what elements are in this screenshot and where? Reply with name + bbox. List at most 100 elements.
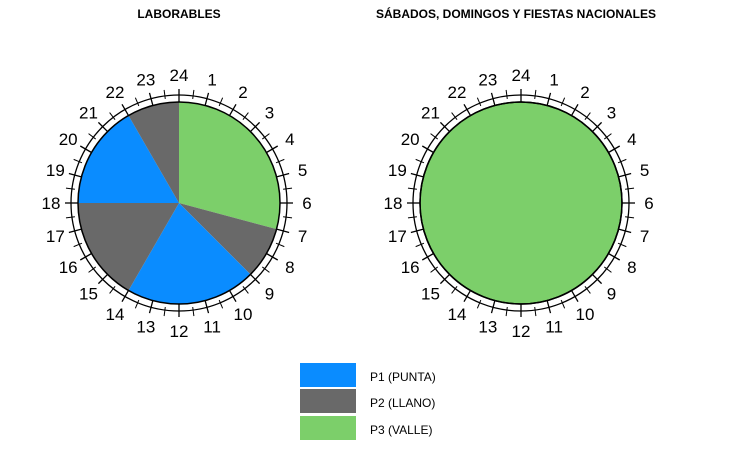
- hour-label-festivos-12: 12: [512, 322, 531, 341]
- hour-tick-laborables-30: [97, 273, 109, 285]
- half-hour-tick-festivos-27: [476, 299, 482, 309]
- hour-label-laborables-22: 22: [106, 83, 125, 102]
- half-hour-tick-laborables-21: [218, 299, 224, 309]
- half-hour-tick-festivos-17: [603, 266, 612, 273]
- hour-tick-festivos-16: [608, 252, 621, 261]
- hour-label-festivos-17: 17: [388, 227, 407, 246]
- hour-label-laborables-4: 4: [285, 130, 294, 149]
- half-hour-tick-laborables-47: [163, 89, 166, 99]
- hour-tick-festivos-42: [439, 121, 451, 133]
- half-hour-tick-festivos-1: [534, 89, 537, 99]
- half-hour-tick-festivos-21: [560, 299, 566, 309]
- hour-tick-laborables-34: [68, 228, 82, 234]
- half-hour-tick-festivos-13: [625, 216, 635, 219]
- hour-tick-laborables-18: [249, 273, 261, 285]
- half-hour-tick-laborables-31: [88, 266, 97, 273]
- hour-label-festivos-16: 16: [401, 258, 420, 277]
- hour-label-laborables-18: 18: [42, 194, 61, 213]
- hour-label-laborables-12: 12: [170, 322, 189, 341]
- half-hour-tick-laborables-39: [73, 158, 83, 164]
- hour-label-laborables-14: 14: [106, 305, 125, 324]
- pie-slice-festivos-p3-0-24: [419, 101, 623, 305]
- hour-label-festivos-8: 8: [627, 258, 636, 277]
- half-hour-tick-festivos-31: [430, 266, 439, 273]
- half-hour-tick-festivos-15: [617, 242, 627, 248]
- hour-label-laborables-7: 7: [298, 227, 307, 246]
- half-hour-tick-festivos-33: [415, 242, 425, 248]
- hour-tick-festivos-22: [546, 300, 552, 314]
- half-hour-tick-festivos-5: [584, 112, 591, 121]
- hour-label-festivos-18: 18: [384, 194, 403, 213]
- hour-tick-festivos-32: [421, 252, 434, 261]
- pie-slice-laborables-p2-7-9: [179, 203, 277, 275]
- legend-swatch-p1: [300, 363, 356, 387]
- hour-label-laborables-23: 23: [136, 70, 155, 89]
- hour-label-laborables-19: 19: [46, 161, 65, 180]
- legend-item-p3: P3 (VALLE): [300, 416, 432, 440]
- hour-label-festivos-11: 11: [545, 318, 563, 337]
- hour-label-laborables-9: 9: [265, 285, 274, 304]
- half-hour-tick-laborables-37: [65, 187, 75, 190]
- half-hour-tick-laborables-11: [283, 187, 293, 190]
- hour-label-festivos-24: 24: [512, 66, 531, 85]
- hour-label-laborables-15: 15: [79, 285, 98, 304]
- pie-slice-laborables-p2-22-24: [128, 102, 179, 203]
- half-hour-tick-festivos-37: [407, 187, 417, 190]
- hour-tick-laborables-14: [276, 228, 290, 234]
- legend-label-p2: P2 (LLANO): [370, 396, 435, 410]
- half-hour-tick-laborables-5: [242, 112, 249, 121]
- half-hour-tick-festivos-47: [505, 89, 508, 99]
- half-hour-tick-festivos-19: [584, 285, 591, 294]
- half-hour-tick-laborables-15: [275, 242, 285, 248]
- hour-label-laborables-20: 20: [59, 130, 78, 149]
- hour-label-festivos-7: 7: [640, 227, 649, 246]
- hour-tick-laborables-20: [228, 290, 237, 303]
- pie-slice-laborables-p3-0-7: [179, 102, 281, 230]
- hour-tick-laborables-6: [249, 121, 261, 133]
- hour-tick-festivos-46: [490, 92, 496, 106]
- hour-tick-festivos-30: [439, 273, 451, 285]
- hour-tick-laborables-8: [266, 145, 279, 154]
- hour-tick-festivos-44: [463, 103, 472, 116]
- pie-slice-laborables-p1-18-22: [78, 115, 179, 203]
- half-hour-tick-laborables-17: [261, 266, 270, 273]
- hour-tick-laborables-22: [204, 300, 210, 314]
- half-hour-tick-laborables-19: [242, 285, 249, 294]
- hour-tick-festivos-14: [618, 228, 632, 234]
- hour-tick-festivos-34: [410, 228, 424, 234]
- hour-label-festivos-15: 15: [421, 285, 440, 304]
- half-hour-tick-laborables-33: [73, 242, 83, 248]
- chart-title-laborables: LABORABLES: [137, 7, 220, 21]
- half-hour-tick-laborables-35: [65, 216, 75, 219]
- hour-label-festivos-10: 10: [576, 305, 595, 324]
- hour-tick-laborables-28: [121, 290, 130, 303]
- half-hour-tick-laborables-27: [134, 299, 140, 309]
- legend: P1 (PUNTA) P2 (LLANO) P3 (VALLE): [300, 363, 436, 440]
- hour-tick-festivos-4: [570, 103, 579, 116]
- hour-label-laborables-13: 13: [136, 318, 155, 337]
- half-hour-tick-laborables-1: [192, 89, 195, 99]
- hour-tick-festivos-8: [608, 145, 621, 154]
- hour-label-laborables-21: 21: [79, 103, 98, 122]
- half-hour-tick-festivos-23: [534, 307, 537, 317]
- hour-tick-festivos-38: [410, 172, 424, 178]
- half-hour-tick-festivos-25: [505, 307, 508, 317]
- legend-item-p2: P2 (LLANO): [300, 389, 435, 413]
- hour-label-festivos-13: 13: [478, 318, 497, 337]
- half-hour-tick-laborables-23: [192, 307, 195, 317]
- hour-label-laborables-1: 1: [207, 70, 216, 89]
- hour-label-laborables-17: 17: [46, 227, 65, 246]
- hour-tick-laborables-46: [148, 92, 154, 106]
- hour-label-laborables-3: 3: [265, 103, 274, 122]
- pie-slice-laborables-p2-14-18: [78, 203, 179, 291]
- hour-label-festivos-23: 23: [478, 70, 497, 89]
- hour-label-laborables-11: 11: [203, 318, 221, 337]
- half-hour-tick-festivos-43: [451, 112, 458, 121]
- legend-label-p3: P3 (VALLE): [370, 423, 432, 437]
- half-hour-tick-laborables-41: [88, 133, 97, 140]
- half-hour-tick-laborables-3: [218, 97, 224, 107]
- half-hour-tick-festivos-39: [415, 158, 425, 164]
- hour-tick-festivos-26: [490, 300, 496, 314]
- hour-tick-laborables-38: [68, 172, 82, 178]
